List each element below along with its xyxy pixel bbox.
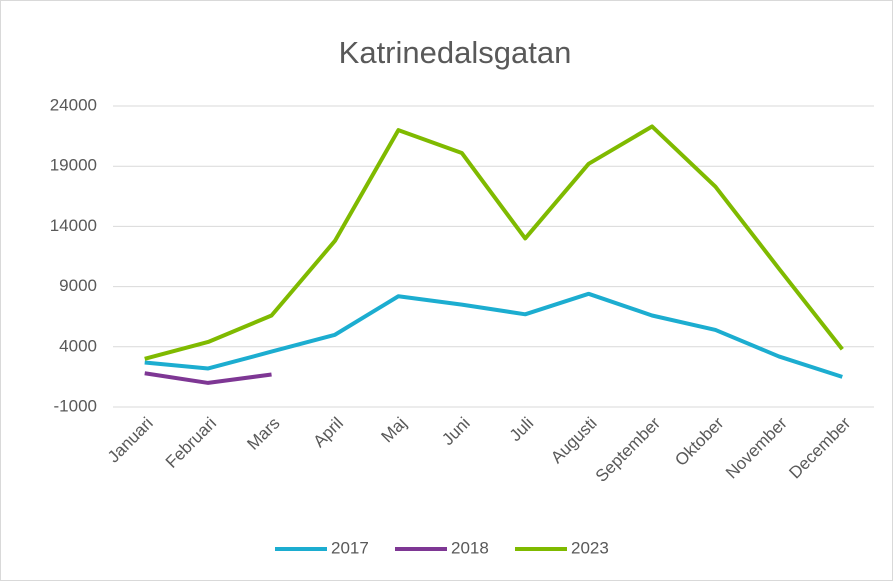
y-tick-label: 19000 — [50, 156, 97, 175]
chart-title: Katrinedalsgatan — [339, 35, 572, 70]
y-tick-label: 14000 — [50, 216, 97, 235]
series-line — [144, 124, 844, 361]
legend-label: 2023 — [571, 538, 609, 557]
series-line — [144, 371, 272, 385]
y-tick-label: -1000 — [54, 396, 97, 415]
y-tick-label: 24000 — [50, 95, 97, 114]
legend-label: 2017 — [331, 538, 369, 557]
legend-label: 2018 — [451, 538, 489, 557]
series-line — [144, 291, 843, 379]
y-tick-label: 4000 — [59, 336, 97, 355]
y-tick-label: 9000 — [59, 276, 97, 295]
